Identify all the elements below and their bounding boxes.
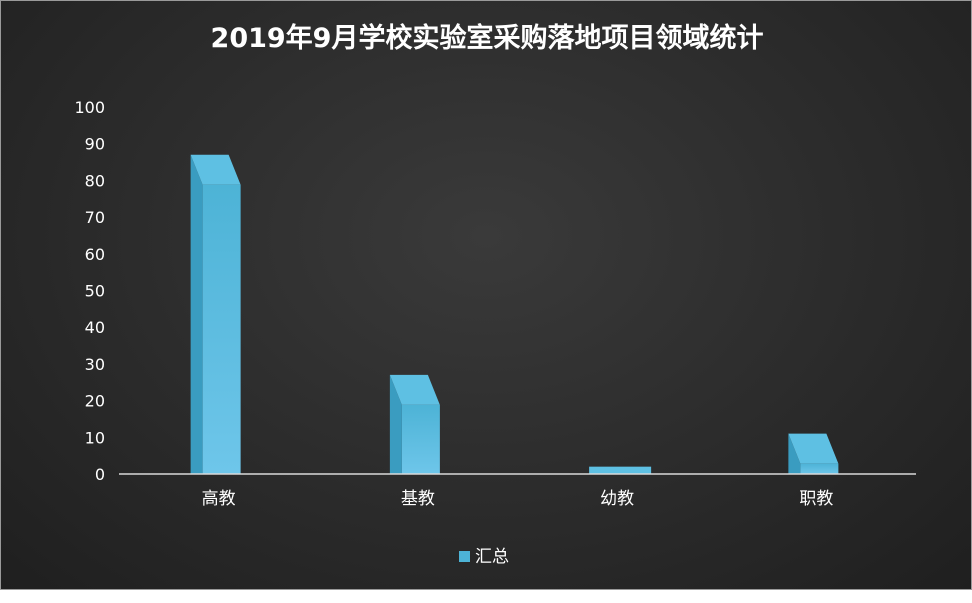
x-tick-label: 职教 xyxy=(799,489,833,509)
bar xyxy=(788,433,839,474)
x-axis-labels: 高教 基教 幼教 职教 xyxy=(202,489,834,509)
y-tick-label: 20 xyxy=(85,392,105,411)
bars-layer xyxy=(190,154,839,474)
y-tick-label: 80 xyxy=(85,171,105,190)
y-tick-label: 50 xyxy=(85,282,105,301)
bar-top xyxy=(190,154,241,185)
y-axis-ticks: 0 10 20 30 40 50 60 70 80 90 100 xyxy=(74,98,105,484)
bar-chart: 2019年9月学校实验室采购落地项目领域统计 0 10 20 30 40 50 60 70 80… xyxy=(74,22,916,567)
y-tick-label: 0 xyxy=(95,465,105,484)
bar-front xyxy=(800,463,839,474)
bar-top xyxy=(788,433,839,464)
y-tick-label: 60 xyxy=(85,245,105,264)
bar-front xyxy=(401,404,440,474)
legend-swatch xyxy=(459,551,470,562)
y-tick-label: 100 xyxy=(74,98,105,117)
bar-top xyxy=(389,374,440,405)
x-tick-label: 高教 xyxy=(202,489,236,509)
legend-label: 汇总 xyxy=(475,547,509,567)
bar-side xyxy=(788,433,801,474)
legend: 汇总 xyxy=(459,547,509,567)
x-tick-label: 幼教 xyxy=(600,489,634,509)
x-tick-label: 基教 xyxy=(401,489,435,509)
bar xyxy=(190,154,241,474)
y-tick-label: 70 xyxy=(85,208,105,227)
bar xyxy=(389,374,440,474)
y-tick-label: 40 xyxy=(85,318,105,337)
y-tick-label: 30 xyxy=(85,355,105,374)
bar-front xyxy=(202,184,241,474)
y-tick-label: 90 xyxy=(85,135,105,154)
y-tick-label: 10 xyxy=(85,428,105,447)
bar-side xyxy=(190,154,203,474)
chart-title: 2019年9月学校实验室采购落地项目领域统计 xyxy=(211,22,764,54)
bar xyxy=(589,466,652,474)
bar-body xyxy=(589,466,652,474)
chart-frame: 2019年9月学校实验室采购落地项目领域统计 0 10 20 30 40 50 60 70 80… xyxy=(0,0,972,590)
bar-side xyxy=(389,374,402,474)
